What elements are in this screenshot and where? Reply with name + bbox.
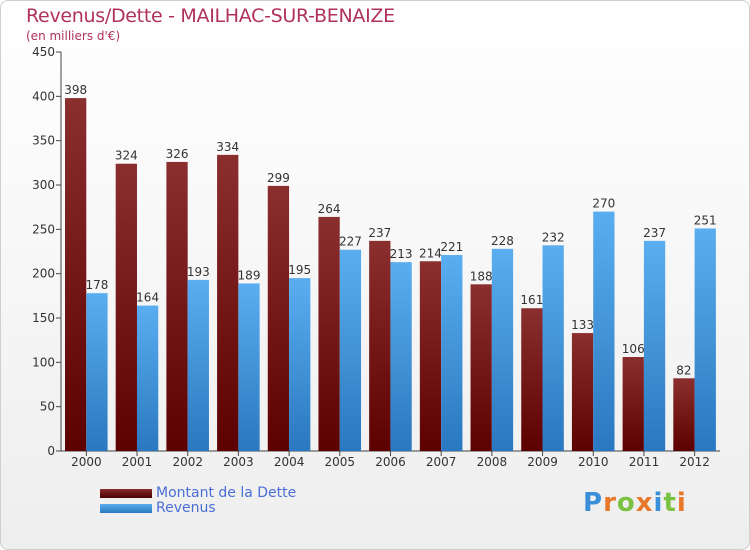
bar-revenus xyxy=(694,228,716,451)
bar-dette xyxy=(369,240,391,451)
y-tick-label: 50 xyxy=(40,400,55,414)
data-label: 161 xyxy=(520,293,543,307)
y-tick-label: 0 xyxy=(47,444,55,458)
data-label: 221 xyxy=(440,240,463,254)
data-label: 398 xyxy=(64,83,87,97)
bar-revenus xyxy=(542,245,564,451)
data-label: 193 xyxy=(187,265,210,279)
x-tick-label: 2000 xyxy=(71,455,102,469)
legend-swatch-revenue xyxy=(100,504,152,513)
bar-dette xyxy=(571,333,594,451)
x-tick-label: 2005 xyxy=(325,455,356,469)
bar-revenus xyxy=(643,240,666,451)
bar-revenus xyxy=(238,283,260,451)
brand-letter: P xyxy=(583,488,604,518)
x-tick-label: 2008 xyxy=(477,455,508,469)
brand-letter: t xyxy=(663,488,677,518)
x-tick-label: 2007 xyxy=(426,455,457,469)
legend-item-revenue: Revenus xyxy=(100,501,296,516)
data-label: 232 xyxy=(542,230,565,244)
bar-dette xyxy=(470,284,492,451)
bar-revenus xyxy=(187,279,209,451)
bar-revenus xyxy=(339,249,362,451)
x-tick-label: 2001 xyxy=(122,455,153,469)
legend-label-revenue: Revenus xyxy=(156,500,216,516)
bar-dette xyxy=(217,154,239,451)
data-label: 324 xyxy=(115,149,138,163)
data-label: 214 xyxy=(419,246,442,260)
x-tick-label: 2004 xyxy=(274,455,305,469)
y-tick-label: 150 xyxy=(32,311,55,325)
y-tick-label: 100 xyxy=(32,355,55,369)
legend-swatch-debt xyxy=(100,489,152,498)
x-tick-label: 2009 xyxy=(527,455,558,469)
data-label: 326 xyxy=(166,147,189,161)
y-tick-label: 400 xyxy=(32,89,55,103)
bar-dette xyxy=(65,98,87,452)
brand-letter: i xyxy=(653,488,664,518)
data-label: 188 xyxy=(470,269,493,283)
bar-revenus xyxy=(289,278,311,451)
legend-label-debt: Montant de la Dette xyxy=(156,485,297,501)
x-tick-label: 2003 xyxy=(223,455,254,469)
brand-letter: r xyxy=(603,488,617,518)
bar-dette xyxy=(521,308,543,451)
data-label: 237 xyxy=(368,226,391,240)
bar-dette xyxy=(318,216,340,451)
proxiti-logo: Proxiti xyxy=(583,488,687,518)
data-label: 195 xyxy=(288,263,311,277)
bar-dette xyxy=(622,357,644,451)
brand-letter: i xyxy=(676,488,687,518)
bar-dette xyxy=(267,185,290,452)
bar-revenus xyxy=(86,293,108,451)
brand-letter: x xyxy=(635,488,654,518)
data-label: 178 xyxy=(85,278,108,292)
bar-dette xyxy=(419,261,442,451)
legend: Montant de la Dette Revenus xyxy=(100,486,296,516)
bar-revenus xyxy=(491,248,514,451)
data-label: 106 xyxy=(622,342,645,356)
bar-revenus xyxy=(441,255,463,451)
data-label: 237 xyxy=(643,226,666,240)
y-tick-label: 450 xyxy=(32,45,55,59)
data-label: 264 xyxy=(318,202,341,216)
x-tick-label: 2002 xyxy=(172,455,203,469)
bar-revenus xyxy=(136,305,159,451)
data-label: 189 xyxy=(238,268,261,282)
bar-revenus xyxy=(390,262,412,451)
data-label: 227 xyxy=(339,235,362,249)
data-label: 213 xyxy=(390,247,413,261)
data-label: 133 xyxy=(571,318,594,332)
legend-item-debt: Montant de la Dette xyxy=(100,486,296,501)
data-label: 251 xyxy=(694,213,717,227)
data-label: 164 xyxy=(136,291,159,305)
data-label: 82 xyxy=(676,363,691,377)
data-label: 299 xyxy=(267,171,290,185)
bar-revenus xyxy=(593,211,615,451)
x-tick-label: 2011 xyxy=(629,455,660,469)
chart-subtitle: (en milliers d'€) xyxy=(26,29,121,43)
bar-dette xyxy=(673,378,695,451)
chart-title: Revenus/Dette - MAILHAC-SUR-BENAIZE xyxy=(26,5,395,27)
data-label: 270 xyxy=(592,197,615,211)
x-tick-label: 2006 xyxy=(375,455,406,469)
y-tick-label: 200 xyxy=(32,267,55,281)
x-tick-label: 2010 xyxy=(578,455,609,469)
brand-letter: o xyxy=(616,488,636,518)
x-tick-label: 2012 xyxy=(679,455,710,469)
y-tick-label: 250 xyxy=(32,222,55,236)
data-label: 334 xyxy=(216,140,239,154)
bar-dette xyxy=(115,163,137,451)
data-label: 228 xyxy=(491,234,514,248)
y-tick-label: 300 xyxy=(32,178,55,192)
y-tick-label: 350 xyxy=(32,134,55,148)
bar-dette xyxy=(166,161,188,452)
